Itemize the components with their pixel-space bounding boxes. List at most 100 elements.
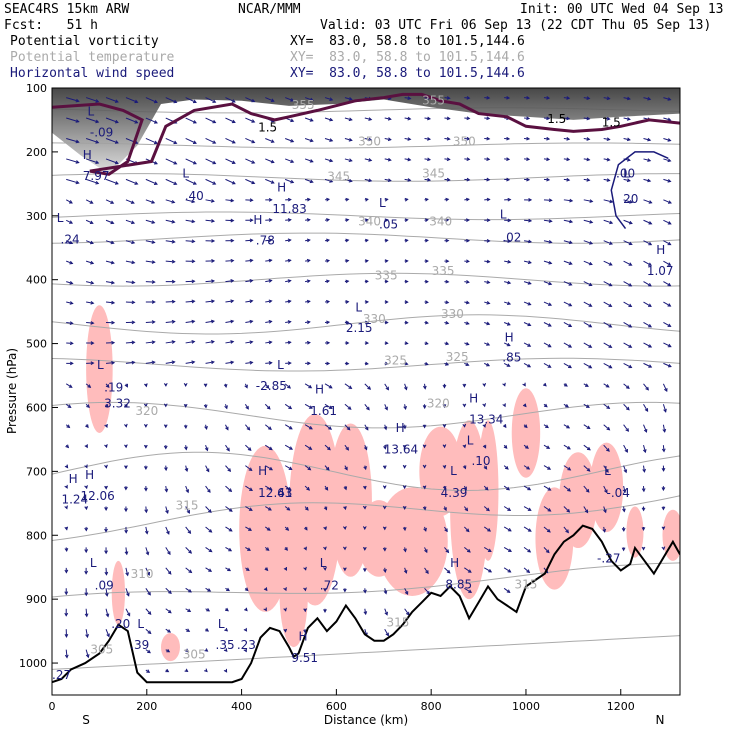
wind-arrowhead [642,449,647,454]
wind-arrowhead [526,136,531,141]
wind-arrowhead [348,97,353,101]
wind-vector [145,97,158,103]
wind-arrowhead [506,136,511,141]
wind-arrowhead [205,628,210,632]
wind-arrowhead [224,627,229,632]
wind-vector [384,628,389,636]
wind-vector [265,362,272,364]
wind-arrowhead [445,321,450,325]
wind-arrowhead [151,320,156,324]
wind-arrowhead [348,178,353,183]
wind-arrowhead [364,361,369,366]
wind-arrowhead [187,608,192,613]
field-pv-name: Potential vorticity [10,34,159,49]
wind-speed-label: L [218,617,225,631]
wind-arrowhead [105,384,110,389]
wind-arrowhead [384,300,389,304]
wind-vector [543,301,552,306]
wind-arrowhead [287,385,292,389]
wind-arrowhead [171,360,176,365]
wind-vector [145,341,155,344]
wind-vector [543,219,552,222]
wind-arrowhead [287,361,292,366]
wind-vector [185,300,195,303]
wind-arrowhead [245,405,249,410]
wind-arrowhead [211,259,216,263]
wind-vector [105,301,115,304]
wind-vector [344,424,351,431]
wind-speed-label: .23 [237,638,256,652]
wind-vector [563,465,571,471]
wind-vector [324,158,333,162]
wind-vector [523,526,532,532]
wind-vector [245,97,255,103]
wind-arrowhead [283,628,288,633]
wind-arrowhead [90,321,95,325]
wind-vector [225,320,234,323]
wind-arrowhead [466,177,471,182]
wind-vector [185,567,192,573]
wind-vector [105,117,119,123]
wind-vector [643,240,652,246]
wind-speed-label: L [467,434,474,448]
wind-arrowhead [287,299,292,304]
wind-arrowhead [482,423,486,428]
wind-arrowhead [548,302,553,306]
wind-vector [583,342,592,348]
wind-arrowhead [111,300,116,305]
wind-arrowhead [323,566,327,571]
wind-vector [165,567,172,575]
wind-arrowhead [326,340,331,345]
wind-arrowhead [305,506,309,511]
wind-arrowhead [348,137,353,142]
wind-vector [424,587,430,595]
wind-arrowhead [285,527,290,531]
wind-arrowhead [191,319,196,324]
wind-vector [185,219,195,223]
theta-label: 350 [358,135,381,149]
wind-vector [663,342,671,348]
wind-arrowhead [90,341,95,345]
x-tick-label: 1200 [607,700,635,713]
wind-vector [643,404,649,412]
wind-vector [105,178,119,185]
wind-vector [205,300,215,303]
wind-arrowhead [527,260,532,265]
wind-vector [643,199,652,204]
wind-vector [245,300,253,303]
wind-arrowhead [626,96,631,101]
wind-vector [225,178,236,185]
wind-arrowhead [269,466,273,471]
wind-arrowhead [263,607,267,612]
wind-arrowhead [424,218,429,222]
wind-arrowhead [204,447,209,452]
wind-arrowhead [343,506,347,511]
wind-arrowhead [382,526,387,531]
wind-arrowhead [486,238,491,243]
wind-speed-label: .09 [95,579,114,593]
wind-vector [264,403,271,410]
wind-arrowhead [345,259,350,263]
wind-arrowhead [284,547,288,551]
wind-arrowhead [326,238,330,243]
wind-arrowhead [383,426,388,431]
wind-speed-label: 20 [623,192,638,206]
wind-vector [583,444,591,451]
wind-arrowhead [547,508,552,512]
wind-arrowhead [90,280,95,285]
wind-arrowhead [287,340,292,345]
wind-vector [105,219,114,224]
wind-arrowhead [210,319,216,324]
wind-vector [543,506,551,512]
wind-arrowhead [465,218,470,223]
wind-arrowhead [244,607,248,612]
wind-vector [643,158,651,162]
wind-arrowhead [126,612,131,617]
wind-arrowhead [588,344,593,348]
wind-arrowhead [124,444,128,449]
wind-vector [105,281,115,284]
wind-arrowhead [626,178,631,183]
wind-vector [205,320,215,323]
wind-arrowhead [188,589,192,593]
wind-arrowhead [445,549,450,554]
